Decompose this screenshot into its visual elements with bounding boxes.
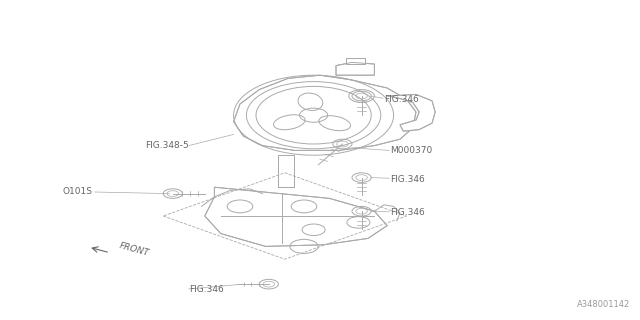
Text: M000370: M000370 — [390, 146, 433, 155]
Polygon shape — [346, 58, 365, 64]
Text: A348001142: A348001142 — [577, 300, 630, 309]
Text: FIG.346: FIG.346 — [390, 208, 425, 217]
Text: FIG.346: FIG.346 — [189, 285, 223, 294]
Polygon shape — [387, 94, 435, 131]
Polygon shape — [336, 62, 374, 75]
Polygon shape — [234, 75, 416, 150]
Text: O101S: O101S — [63, 188, 93, 196]
Text: FRONT: FRONT — [118, 241, 150, 258]
Text: FIG.346: FIG.346 — [384, 95, 419, 104]
Text: FIG.346: FIG.346 — [390, 175, 425, 184]
Text: FIG.348-5: FIG.348-5 — [145, 141, 189, 150]
Polygon shape — [205, 187, 387, 246]
Polygon shape — [278, 155, 294, 187]
